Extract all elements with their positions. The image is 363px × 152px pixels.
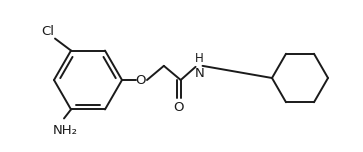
Text: O: O [135, 74, 145, 86]
Text: N: N [195, 67, 204, 80]
Text: H: H [195, 52, 204, 65]
Text: Cl: Cl [41, 25, 54, 38]
Text: NH₂: NH₂ [53, 124, 77, 137]
Text: O: O [174, 101, 184, 114]
